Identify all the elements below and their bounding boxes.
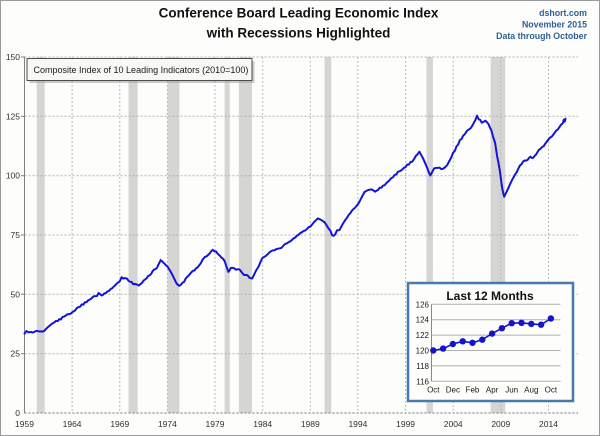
- svg-text:125: 125: [6, 111, 20, 121]
- svg-text:1979: 1979: [206, 419, 225, 429]
- svg-text:1999: 1999: [396, 419, 415, 429]
- svg-text:Feb: Feb: [466, 386, 480, 395]
- svg-text:Data through October: Data through October: [496, 31, 587, 41]
- svg-text:1974: 1974: [158, 419, 177, 429]
- svg-text:Oct: Oct: [545, 386, 558, 395]
- svg-text:126: 126: [416, 300, 430, 309]
- svg-text:120: 120: [416, 347, 430, 356]
- svg-text:25: 25: [11, 349, 21, 359]
- svg-text:Apr: Apr: [486, 386, 499, 395]
- svg-text:100: 100: [6, 171, 20, 181]
- svg-text:1959: 1959: [15, 419, 34, 429]
- svg-text:2004: 2004: [444, 419, 463, 429]
- svg-text:50: 50: [11, 289, 21, 299]
- svg-text:1969: 1969: [110, 419, 129, 429]
- svg-text:with Recessions Highlighted: with Recessions Highlighted: [206, 26, 391, 41]
- svg-text:November 2015: November 2015: [522, 20, 587, 30]
- svg-text:124: 124: [416, 316, 430, 325]
- svg-text:Oct: Oct: [427, 386, 440, 395]
- svg-text:118: 118: [416, 362, 429, 371]
- svg-text:2014: 2014: [539, 419, 558, 429]
- svg-text:Last 12 Months: Last 12 Months: [446, 289, 534, 303]
- svg-text:0: 0: [15, 408, 20, 418]
- svg-text:Conference Board Leading Econo: Conference Board Leading Economic Index: [159, 6, 439, 21]
- svg-text:150: 150: [6, 52, 20, 62]
- svg-text:Jun: Jun: [505, 386, 518, 395]
- svg-text:122: 122: [416, 331, 430, 340]
- svg-text:1994: 1994: [348, 419, 367, 429]
- svg-text:dshort.com: dshort.com: [539, 8, 587, 18]
- svg-text:1964: 1964: [63, 419, 82, 429]
- svg-text:Composite Index of 10 Leading: Composite Index of 10 Leading Indicators…: [34, 65, 249, 75]
- svg-text:1984: 1984: [253, 419, 272, 429]
- svg-text:Dec: Dec: [446, 386, 460, 395]
- svg-text:Aug: Aug: [524, 386, 538, 395]
- svg-text:2009: 2009: [491, 419, 510, 429]
- svg-text:116: 116: [416, 377, 429, 386]
- svg-text:1989: 1989: [301, 419, 320, 429]
- svg-text:75: 75: [11, 230, 21, 240]
